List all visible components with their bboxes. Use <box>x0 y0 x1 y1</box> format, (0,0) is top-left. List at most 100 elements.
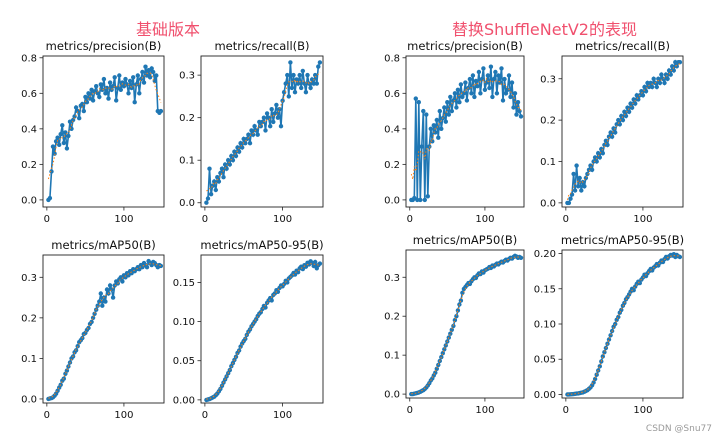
data-point <box>311 263 316 269</box>
data-point <box>271 119 276 125</box>
data-point <box>207 166 212 171</box>
x-tick-label: 0 <box>407 214 413 225</box>
data-point <box>316 64 321 69</box>
data-point <box>451 323 456 329</box>
data-point <box>518 255 524 260</box>
data-point <box>261 115 267 120</box>
data-point <box>210 183 215 188</box>
y-tick-label: 0.8 <box>384 53 400 64</box>
y-tick-label: 0.2 <box>179 113 195 124</box>
data-point <box>92 311 97 316</box>
data-point <box>129 85 134 91</box>
data-point <box>303 90 309 95</box>
data-point <box>103 299 108 304</box>
data-point <box>151 69 156 75</box>
data-point <box>606 134 612 139</box>
data-point <box>131 75 136 80</box>
x-tick-label: 100 <box>114 214 133 225</box>
data-point <box>94 84 99 89</box>
data-point <box>659 72 664 77</box>
data-point <box>665 76 670 82</box>
data-point <box>50 144 56 149</box>
data-point <box>613 130 618 135</box>
data-point <box>254 128 259 133</box>
y-tick-label: 0.05 <box>534 355 556 366</box>
data-point <box>258 124 263 129</box>
data-point <box>518 114 524 119</box>
data-point <box>61 140 66 146</box>
data-point <box>421 108 426 114</box>
data-point <box>314 81 319 86</box>
data-point <box>126 91 131 96</box>
data-point <box>313 72 318 78</box>
series-line <box>411 254 522 395</box>
data-point <box>112 75 117 80</box>
data-point <box>213 187 218 193</box>
data-point <box>600 354 605 359</box>
data-point <box>645 80 650 86</box>
x-tick-label: 100 <box>633 214 652 225</box>
y-tick-label: 0.20 <box>534 249 556 260</box>
data-point <box>292 272 298 277</box>
y-tick-label: 0.0 <box>21 394 37 405</box>
data-point <box>66 133 71 139</box>
data-point <box>608 333 613 338</box>
y-tick-label: 0.1 <box>179 156 195 167</box>
x-tick-label: 0 <box>563 214 569 225</box>
smooth-line <box>411 256 522 395</box>
data-point <box>677 60 683 65</box>
data-point <box>454 314 459 319</box>
data-point <box>86 325 91 331</box>
data-point <box>512 91 518 96</box>
data-point <box>308 85 313 91</box>
axes-frame <box>561 249 684 399</box>
data-point <box>619 307 624 313</box>
data-point <box>656 76 661 82</box>
group-title-base: 基础版本 <box>136 20 201 39</box>
data-point <box>295 270 301 275</box>
data-point <box>448 331 453 336</box>
data-point <box>451 98 456 103</box>
data-point <box>233 153 239 159</box>
data-point <box>622 109 627 115</box>
subplot-4: metrics/precision(B) 0 100 0.0 0.2 0.4 0.6 0.8 <box>384 39 525 225</box>
data-point <box>418 197 423 203</box>
y-tick-label: 0.10 <box>173 317 195 328</box>
data-point <box>232 149 237 154</box>
data-point <box>291 72 296 78</box>
data-point <box>662 80 667 86</box>
data-point <box>654 84 659 90</box>
data-point <box>64 146 70 151</box>
data-point <box>263 128 268 133</box>
data-point <box>455 87 461 93</box>
data-point <box>238 141 243 146</box>
data-point <box>440 351 445 356</box>
data-point <box>95 91 100 96</box>
x-tick-label: 0 <box>44 214 50 225</box>
data-point <box>77 116 82 121</box>
data-point <box>588 163 593 168</box>
data-point <box>285 72 290 78</box>
data-point <box>143 64 148 69</box>
data-point <box>283 81 288 86</box>
data-point <box>646 84 652 90</box>
data-point <box>591 159 596 164</box>
data-point <box>606 337 612 342</box>
subplot-title: metrics/recall(B) <box>214 39 309 53</box>
data-point <box>249 128 254 133</box>
data-point <box>110 295 116 300</box>
data-point <box>241 136 246 142</box>
data-point <box>80 101 85 107</box>
data-point <box>425 194 430 199</box>
x-tick-label: 100 <box>273 410 292 421</box>
y-tick-label: 0.15 <box>173 278 195 289</box>
data-point <box>469 91 474 96</box>
y-tick-label: 0.05 <box>173 356 195 367</box>
data-point <box>140 69 145 75</box>
y-tick-label: 0.4 <box>21 124 37 135</box>
data-point <box>594 159 599 164</box>
y-tick-label: 0.2 <box>540 116 556 127</box>
subplot-0: metrics/precision(B) 0 100 0.0 0.2 0.4 0.6 0.8 <box>21 39 165 225</box>
data-point <box>663 72 669 77</box>
data-point <box>97 299 102 304</box>
